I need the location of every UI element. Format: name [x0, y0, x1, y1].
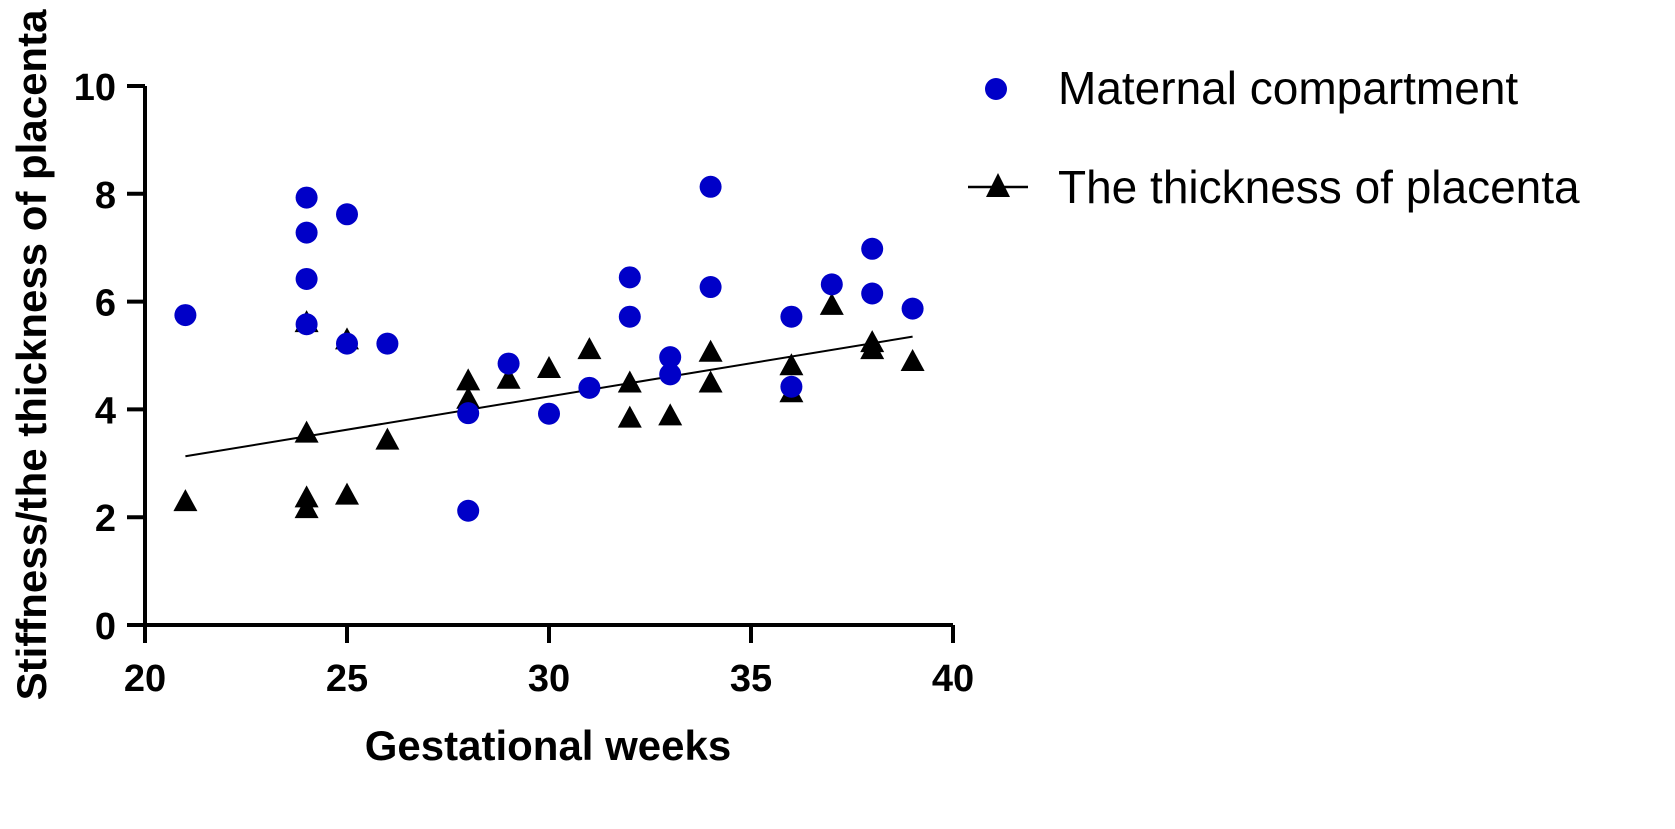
y-tick-label: 6 — [95, 283, 116, 325]
maternal-point — [780, 305, 803, 328]
maternal-point — [174, 304, 197, 327]
thickness-point — [294, 496, 319, 519]
maternal-point — [336, 203, 358, 226]
thickness-point — [375, 427, 400, 450]
thickness-point — [537, 355, 561, 378]
ticks: 20 25 30 35 40 0 2 4 6 8 10 — [74, 67, 974, 700]
fit-line-thickness — [185, 335, 913, 458]
maternal-point — [538, 402, 560, 425]
x-tick-label: 40 — [932, 658, 974, 700]
thickness-point — [698, 370, 723, 393]
thickness-point — [860, 337, 885, 360]
maternal-point — [295, 186, 318, 209]
maternal-point — [861, 282, 884, 305]
maternal-point — [457, 402, 480, 425]
maternal-point — [578, 376, 601, 399]
maternal-point — [618, 305, 641, 328]
axes — [143, 86, 953, 627]
maternal-point — [376, 332, 399, 355]
thickness-point — [658, 403, 683, 426]
thickness-point — [456, 386, 481, 409]
thickness-point — [779, 353, 804, 376]
thickness-point — [577, 337, 602, 360]
maternal-point — [295, 221, 318, 244]
x-tick-label: 20 — [124, 658, 166, 700]
legend-marker-thickness — [986, 173, 1010, 197]
maternal-point — [901, 297, 924, 320]
maternal-point — [457, 499, 480, 522]
x-tick-label: 35 — [730, 658, 772, 700]
maternal-point — [497, 352, 520, 375]
x-axis-title: Gestational weeks — [365, 722, 732, 769]
thickness-point — [335, 482, 359, 505]
maternal-point — [699, 276, 722, 299]
thickness-point — [900, 348, 925, 371]
legend-marker-maternal — [985, 78, 1007, 100]
maternal-point — [820, 273, 843, 296]
thickness-point — [173, 489, 198, 512]
maternal-point — [861, 237, 884, 260]
x-tick-label: 25 — [326, 658, 368, 700]
maternal-point — [336, 332, 358, 355]
maternal-point — [659, 363, 682, 386]
legend-label-maternal: Maternal compartment — [1058, 62, 1518, 114]
y-tick-label: 10 — [74, 67, 116, 109]
thickness-point — [294, 420, 319, 443]
y-tick-label: 2 — [95, 498, 116, 540]
y-tick-label: 4 — [95, 390, 116, 432]
thickness-point — [496, 366, 521, 389]
thickness-point — [819, 292, 844, 315]
y-tick-label: 0 — [95, 606, 116, 648]
maternal-point — [699, 175, 722, 198]
maternal-point — [295, 313, 318, 336]
maternal-point — [780, 375, 803, 398]
thickness-point — [617, 370, 642, 393]
y-axis-title: Stiffness/the thickness of placenta — [8, 9, 55, 700]
maternal-point — [659, 346, 682, 369]
maternal-point — [295, 267, 318, 290]
plot-area — [173, 175, 925, 522]
maternal-point — [618, 266, 641, 289]
y-tick-label: 8 — [95, 175, 116, 217]
thickness-point — [456, 368, 481, 391]
thickness-point — [617, 405, 642, 428]
legend-label-thickness: The thickness of placenta — [1058, 161, 1580, 213]
legend: Maternal compartment The thickness of pl… — [968, 62, 1580, 213]
thickness-point — [698, 339, 723, 362]
x-tick-label: 30 — [528, 658, 570, 700]
